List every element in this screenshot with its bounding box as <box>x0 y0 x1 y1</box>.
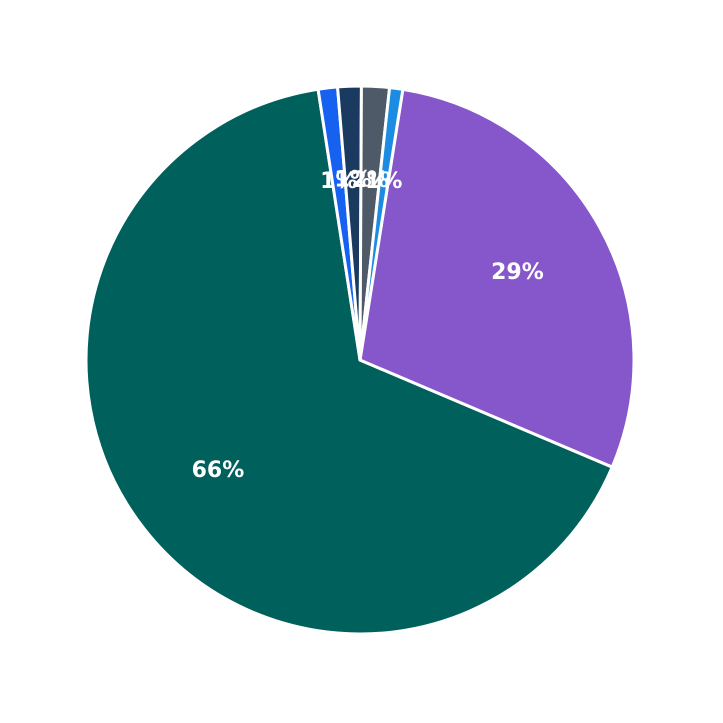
pie-slice-purple <box>358 87 636 469</box>
pie-slice-label-purple: 29% <box>491 260 544 285</box>
pie-slice-teal <box>84 87 614 636</box>
pie-slice-label-slate-gray: 2% <box>352 168 389 193</box>
pie-slice-label-royal-blue: 1% <box>320 169 357 194</box>
pie-slice-label-navy: 1% <box>334 168 371 193</box>
pie-slice-label-teal: 66% <box>192 458 245 483</box>
pie-slice-sky-blue <box>358 86 405 362</box>
pie-slice-label-sky-blue: 1% <box>365 169 402 194</box>
